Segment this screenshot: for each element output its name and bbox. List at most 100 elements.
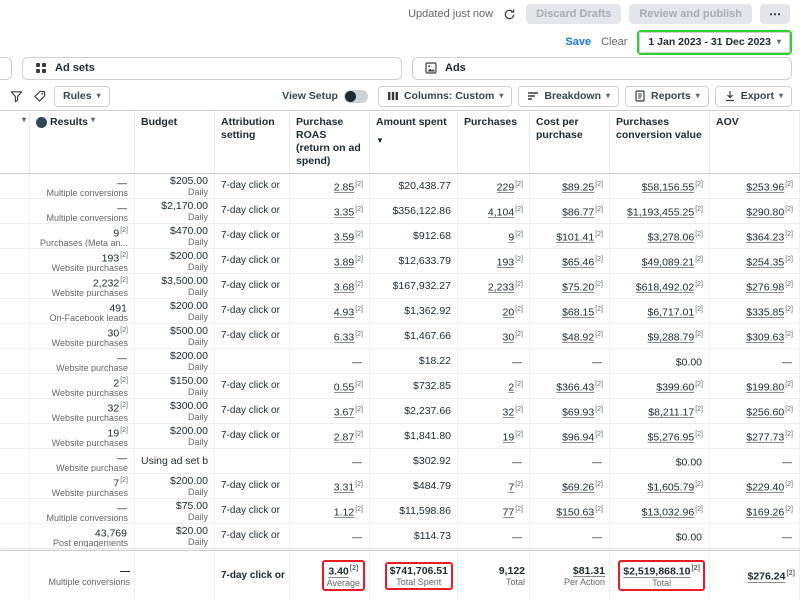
- footnote-marker: [2]: [515, 331, 523, 338]
- cpp-value: $366.43: [556, 381, 594, 393]
- budget-type-label: Daily: [188, 387, 208, 397]
- discard-drafts-button[interactable]: Discard Drafts: [526, 4, 621, 24]
- tab-ad-sets[interactable]: Ad sets: [22, 57, 402, 80]
- table-row[interactable]: 19[2] Website purchases $200.00 Daily 7-…: [0, 424, 800, 449]
- view-setup-toggle[interactable]: [344, 90, 368, 103]
- refresh-button[interactable]: [501, 8, 518, 21]
- total-attribution-value: 7-day click or ...: [221, 570, 285, 582]
- columns-dropdown[interactable]: Columns: Custom ▾: [378, 86, 512, 107]
- col-header-cpp[interactable]: Cost per purchase: [530, 111, 610, 173]
- cell-spent: $2,237.66: [370, 399, 458, 424]
- col-header-results[interactable]: Results ▾: [30, 111, 135, 173]
- cpp-value: $89.25: [562, 181, 594, 193]
- roas-value: 2.85: [334, 181, 354, 193]
- budget-type-label: Daily: [188, 362, 208, 372]
- tab-campaigns-partial[interactable]: [0, 57, 12, 80]
- table-row[interactable]: 30[2] Website purchases $500.00 Daily 7-…: [0, 324, 800, 349]
- cell-cpp: $75.20[2]: [530, 274, 610, 299]
- results-type-label: Website purchases: [52, 388, 128, 397]
- col-header-results-label: Results: [50, 116, 88, 129]
- roas-value: 3.35: [334, 206, 354, 218]
- cell-edge: [0, 274, 30, 299]
- col-header-budget[interactable]: Budget: [135, 111, 215, 173]
- col-header-pcv[interactable]: Purchases conversion value: [610, 111, 710, 173]
- cell-aov: $364.23[2]: [710, 224, 800, 249]
- cpp-value: $68.15: [562, 306, 594, 318]
- table-row[interactable]: 7[2] Website purchases $200.00 Daily 7-d…: [0, 474, 800, 499]
- footnote-marker: [2]: [355, 406, 363, 413]
- aov-value: —: [782, 531, 793, 543]
- footnote-marker: [2]: [515, 306, 523, 313]
- export-dropdown[interactable]: Export ▾: [715, 86, 792, 107]
- ads-image-icon: [425, 62, 437, 74]
- table-row[interactable]: 2[2] Website purchases $150.00 Daily 7-d…: [0, 374, 800, 399]
- cell-edge: [0, 324, 30, 349]
- footnote-marker: [2]: [695, 506, 703, 513]
- pcv-value: $8,211.17: [648, 406, 694, 418]
- footnote-marker: [2]: [595, 331, 603, 338]
- breakdown-label: Breakdown: [544, 90, 601, 102]
- cell-spent: $1,841.80: [370, 424, 458, 449]
- table-row[interactable]: 193[2] Website purchases $200.00 Daily 7…: [0, 249, 800, 274]
- tab-ads[interactable]: Ads: [412, 57, 792, 80]
- footnote-marker: [2]: [785, 481, 793, 488]
- chevron-down-icon: ▾: [777, 38, 781, 46]
- pcv-value: $5,276.95: [647, 431, 694, 443]
- breakdown-dropdown[interactable]: Breakdown ▾: [518, 86, 619, 107]
- date-range-picker[interactable]: 1 Jan 2023 - 31 Dec 2023 ▾: [639, 32, 790, 53]
- col-header-attribution[interactable]: Attribution setting: [215, 111, 290, 173]
- filters-button[interactable]: [8, 90, 25, 103]
- reports-dropdown[interactable]: Reports ▾: [625, 86, 709, 107]
- table-row[interactable]: — Website purchase Using ad set bud... —…: [0, 449, 800, 474]
- table-row[interactable]: 2,232[2] Website purchases $3,500.00 Dai…: [0, 274, 800, 299]
- aov-value: $290.80: [746, 206, 784, 218]
- table-row[interactable]: — Multiple conversions $205.00 Daily 7-d…: [0, 174, 800, 199]
- footnote-marker: [2]: [785, 256, 793, 263]
- table-row[interactable]: — Website purchase $200.00 Daily — $18.2…: [0, 349, 800, 374]
- cell-aov: $277.73[2]: [710, 424, 800, 449]
- table-header-row: ▾ Results ▾ Budget Attribution setting P…: [0, 111, 800, 174]
- col-header-roas[interactable]: Purchase ROAS (return on ad spend): [290, 111, 370, 173]
- col-header-edge[interactable]: ▾: [0, 111, 30, 173]
- col-header-purchases[interactable]: Purchases: [458, 111, 530, 173]
- table-row[interactable]: 9[2] Purchases (Meta an... $470.00 Daily…: [0, 224, 800, 249]
- cell-pcv: $399.60[2]: [610, 374, 710, 399]
- review-publish-button[interactable]: Review and publish: [629, 4, 752, 24]
- attribution-value: 7-day click or 1...: [221, 205, 283, 217]
- footnote-marker: [2]: [695, 231, 703, 238]
- tabs-bar: Ad sets Ads: [0, 56, 800, 82]
- cell-spent: $356,122.86: [370, 199, 458, 224]
- cell-attribution: 7-day click or 1...: [215, 474, 290, 499]
- cell-edge: [0, 474, 30, 499]
- footnote-marker: [2]: [515, 231, 523, 238]
- cell-pcv: $49,089.21[2]: [610, 249, 710, 274]
- table-row[interactable]: — Multiple conversions $2,170.00 Daily 7…: [0, 199, 800, 224]
- footnote-marker: [2]: [785, 206, 793, 213]
- table-row[interactable]: 43,769 Post engagements $20.00 Daily 7-d…: [0, 524, 800, 549]
- more-icon: ⋯: [769, 7, 781, 21]
- cell-pcv: $1,605.79[2]: [610, 474, 710, 499]
- spent-value: $302.92: [413, 455, 451, 467]
- table-row[interactable]: 32[2] Website purchases $300.00 Daily 7-…: [0, 399, 800, 424]
- col-header-aov-label: AOV: [716, 116, 739, 129]
- tags-button[interactable]: [31, 90, 48, 103]
- col-header-aov[interactable]: AOV: [710, 111, 800, 173]
- clear-link[interactable]: Clear: [601, 36, 627, 48]
- results-value: —: [117, 453, 128, 464]
- breakdown-icon: [527, 90, 539, 102]
- budget-value: $150.00: [170, 375, 208, 387]
- cell-pcv: $8,211.17[2]: [610, 399, 710, 424]
- cell-attribution: 7-day click or 1...: [215, 524, 290, 549]
- rules-dropdown[interactable]: Rules ▾: [54, 86, 110, 107]
- table-row[interactable]: 491 On-Facebook leads $200.00 Daily 7-da…: [0, 299, 800, 324]
- cell-budget: $75.00 Daily: [135, 499, 215, 524]
- more-button[interactable]: ⋯: [760, 4, 790, 24]
- cell-results: 30[2] Website purchases: [30, 324, 135, 349]
- save-link[interactable]: Save: [565, 36, 591, 48]
- chevron-down-icon: ▾: [499, 92, 503, 100]
- pcv-value: $9,288.79: [647, 331, 694, 343]
- table-row[interactable]: — Multiple conversions $75.00 Daily 7-da…: [0, 499, 800, 524]
- col-header-spent[interactable]: Amount spent ▼: [370, 111, 458, 173]
- footnote-marker: [2]: [695, 406, 703, 413]
- cell-roas: 3.89[2]: [290, 249, 370, 274]
